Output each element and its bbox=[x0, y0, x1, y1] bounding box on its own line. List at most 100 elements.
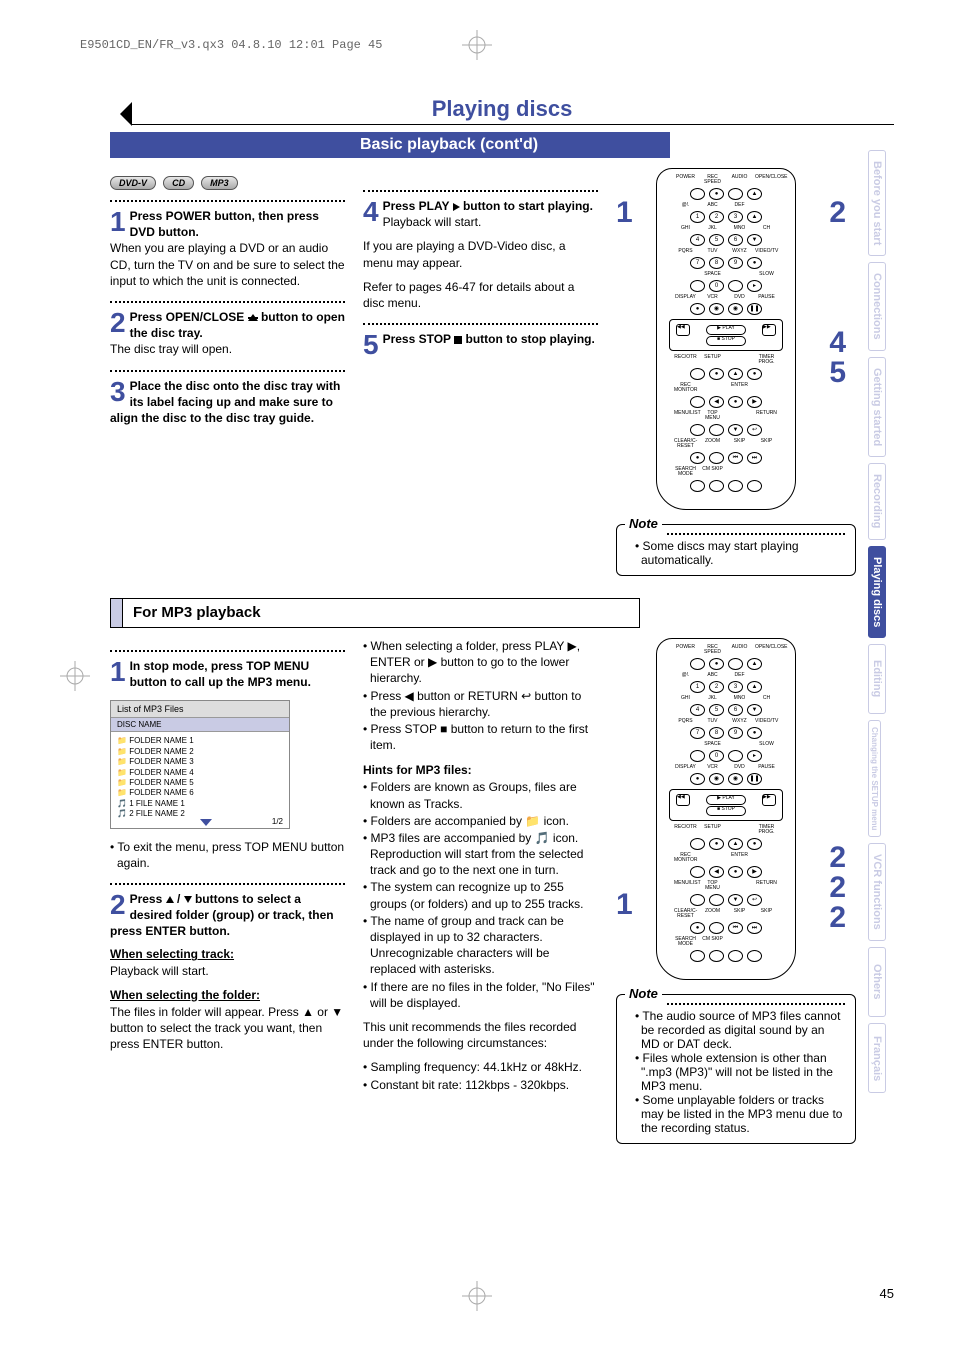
remote-label: AUDIO bbox=[728, 645, 751, 655]
remote-button bbox=[690, 894, 705, 906]
remote-button bbox=[709, 424, 724, 436]
list-item: MP3 files are accompanied by 🎵 icon. Rep… bbox=[363, 830, 598, 879]
col-mid-bot: When selecting a folder, press PLAY ▶, E… bbox=[363, 638, 598, 1144]
remote-button: 4 bbox=[690, 704, 705, 716]
remote-button bbox=[709, 452, 724, 464]
step-1-text: Press POWER button, then press DVD butto… bbox=[110, 208, 345, 289]
remote-button: ▲ bbox=[728, 838, 743, 850]
side-tab: VCR functions bbox=[868, 843, 886, 941]
remote-button: ❚❚ bbox=[747, 303, 762, 315]
step-4-body2: If you are playing a DVD-Video disc, a m… bbox=[363, 238, 598, 270]
section-label: For MP3 playback bbox=[123, 599, 271, 627]
remote-button: ▼ bbox=[728, 894, 743, 906]
step-2-bold-a: Press OPEN/CLOSE bbox=[130, 310, 248, 324]
remote-stop: ■ STOP bbox=[706, 336, 746, 346]
note-box-bot: Note The audio source of MP3 files canno… bbox=[616, 994, 856, 1144]
step-4-body3: Refer to pages 46-47 for details about a… bbox=[363, 279, 598, 311]
remote-label: SKIP bbox=[755, 439, 778, 449]
remote-playbox: ◀◀▶ PLAY▶▶■ STOP bbox=[669, 319, 783, 351]
remote-label: WXYZ bbox=[728, 249, 751, 254]
remote-label: REC SPEED bbox=[701, 175, 724, 185]
list-item: Some unplayable folders or tracks may be… bbox=[635, 1093, 845, 1135]
remote-playbox: ◀◀▶ PLAY▶▶■ STOP bbox=[669, 789, 783, 821]
remote-label bbox=[728, 937, 751, 947]
remote-label: SEARCH MODE bbox=[674, 937, 697, 947]
remote-label: ZOOM bbox=[701, 439, 724, 449]
list-item: Press STOP ■ button to return to the fir… bbox=[363, 721, 598, 753]
callout-4: 4 bbox=[829, 328, 846, 358]
remote-label: PQRS bbox=[674, 249, 697, 254]
col-left-top: DVD-V CD MP3 1 Press POWER button, then … bbox=[110, 168, 345, 576]
rec-head: This unit recommends the files recorded … bbox=[363, 1019, 598, 1051]
remote-label bbox=[728, 825, 751, 835]
remote-label bbox=[728, 411, 751, 421]
remote-button: ● bbox=[728, 396, 743, 408]
mp3-exit-note: • To exit the menu, press TOP MENU butto… bbox=[110, 839, 345, 871]
mp3-rec-list: Sampling frequency: 44.1kHz or 48kHz.Con… bbox=[363, 1059, 598, 1092]
note-dots bbox=[667, 531, 845, 535]
remote-button: ↩ bbox=[747, 894, 762, 906]
badge-mp3: MP3 bbox=[201, 176, 238, 190]
remote-diagram-bot: 1 2 2 2 POWERREC SPEEDAUDIOOPEN/CLOSE●▲@… bbox=[616, 638, 846, 980]
sel-folder-head: When selecting the folder: bbox=[110, 988, 345, 1002]
mp3-list-item: FOLDER NAME 5 bbox=[117, 778, 283, 788]
remote-ff: ▶▶ bbox=[762, 324, 776, 336]
remote-button: 5 bbox=[709, 704, 724, 716]
step-4-bold-a: Press PLAY bbox=[383, 199, 453, 213]
mp3-list-item: FOLDER NAME 1 bbox=[117, 736, 283, 746]
remote-stop: ■ STOP bbox=[706, 806, 746, 816]
side-tab: Playing discs bbox=[868, 546, 886, 638]
remote-button: ● bbox=[747, 838, 762, 850]
remote-button: ⏮ bbox=[728, 452, 743, 464]
step-4-body1: Playback will start. bbox=[383, 215, 482, 229]
list-item: The audio source of MP3 files cannot be … bbox=[635, 1009, 845, 1051]
remote-label: SLOW bbox=[755, 742, 778, 747]
remote-label: SLOW bbox=[755, 272, 778, 277]
remote-button: 7 bbox=[690, 727, 705, 739]
remote-label bbox=[728, 467, 751, 477]
remote-label: REC/OTR bbox=[674, 355, 697, 365]
side-tab: Recording bbox=[868, 463, 886, 539]
remote-label: POWER bbox=[674, 175, 697, 185]
remote-button: 5 bbox=[709, 234, 724, 246]
list-item: Folders are accompanied by 📁 icon. bbox=[363, 813, 598, 829]
mp3-s2-b: / bbox=[174, 892, 184, 906]
side-tab: Changing the SETUP menu bbox=[868, 720, 881, 837]
remote-label: CLEAR/C-RESET bbox=[674, 439, 697, 449]
step-2-num: 2 bbox=[110, 309, 126, 337]
remote-button: ● bbox=[709, 658, 724, 670]
remote-rew: ◀◀ bbox=[676, 324, 690, 336]
remote-label: @!. bbox=[674, 203, 697, 208]
remote-button bbox=[690, 658, 705, 670]
remote-button: ▲ bbox=[728, 368, 743, 380]
step-5-text: Press STOP button to stop playing. bbox=[363, 331, 598, 347]
remote-label: RETURN bbox=[755, 881, 778, 891]
remote-label: JKL bbox=[701, 696, 724, 701]
list-item: If there are no files in the folder, "No… bbox=[363, 979, 598, 1011]
remote-label: DVD bbox=[728, 295, 751, 300]
remote-button bbox=[690, 424, 705, 436]
remote-button: ▶ bbox=[747, 866, 762, 878]
remote-label: DISPLAY bbox=[674, 295, 697, 300]
mp3-file-area: FOLDER NAME 1FOLDER NAME 2FOLDER NAME 3F… bbox=[111, 732, 289, 827]
remote-button: ⏮ bbox=[728, 922, 743, 934]
remote-button: ● bbox=[709, 188, 724, 200]
remote-label: GHI bbox=[674, 226, 697, 231]
step-divider bbox=[110, 879, 345, 885]
remote-label: ABC bbox=[701, 203, 724, 208]
step-3-bold: Place the disc onto the disc tray with i… bbox=[110, 379, 340, 425]
remote-label: WXYZ bbox=[728, 719, 751, 724]
mp3-s2-a: Press bbox=[130, 892, 166, 906]
list-item: The system can recognize up to 255 group… bbox=[363, 879, 598, 911]
remote-button: 2 bbox=[709, 211, 724, 223]
remote-label: AUDIO bbox=[728, 175, 751, 185]
side-tab: Editing bbox=[868, 644, 886, 714]
remote-label: VIDEO/TV bbox=[755, 719, 778, 724]
remote-button: 8 bbox=[709, 727, 724, 739]
callout-b2c: 2 bbox=[829, 903, 846, 933]
remote-body: POWERREC SPEEDAUDIOOPEN/CLOSE●▲@!.ABCDEF… bbox=[656, 638, 796, 980]
col-right-top: 1 2 4 5 POWERREC SPEEDAUDIOOPEN/CLOSE●▲@… bbox=[616, 168, 856, 576]
remote-button: ● bbox=[709, 368, 724, 380]
remote-label: REC MONITOR bbox=[674, 383, 697, 393]
remote-label bbox=[728, 881, 751, 891]
